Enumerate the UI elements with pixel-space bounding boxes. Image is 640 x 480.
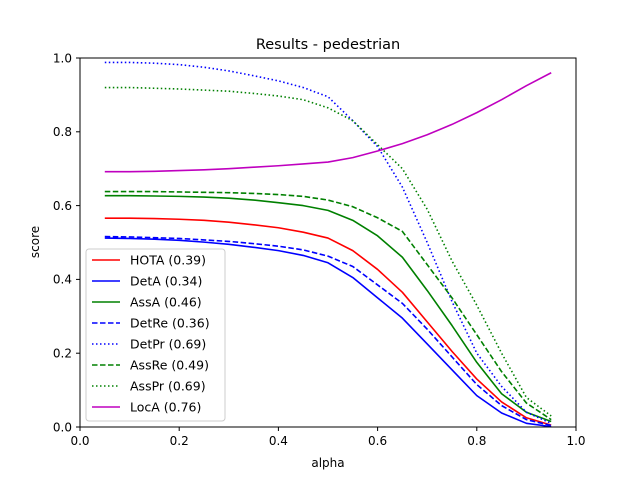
x-tick-label: 0.6 — [368, 434, 387, 448]
series-line-0 — [104, 217, 552, 426]
series-line-5 — [104, 190, 552, 421]
y-tick-label: 0.4 — [53, 273, 72, 287]
series-line-3 — [104, 235, 552, 427]
legend-box — [85, 248, 226, 422]
plot-area: 0.0 0.2 0.4 0.6 0.8 1.0 0.0 0.2 0.4 0.6 0.8 1.0 HOTA… — [53, 51, 586, 448]
legend-label-5: AssRe (0.49) — [130, 358, 209, 373]
legend-label-1: DetA (0.34) — [130, 274, 202, 289]
x-tick-label: 0.4 — [269, 434, 288, 448]
x-tick-label: 1.0 — [566, 434, 585, 448]
x-axis-label: alpha — [311, 456, 344, 470]
legend: HOTA (0.39) DetA (0.34) AssA (0.46) DetRe (… — [85, 248, 226, 422]
legend-label-2: AssA (0.46) — [130, 295, 202, 310]
y-tick-label: 1.0 — [53, 51, 72, 65]
legend-label-6: AssPr (0.69) — [130, 379, 206, 394]
legend-label-0: HOTA (0.39) — [130, 253, 206, 268]
x-tick-label: 0.2 — [170, 434, 189, 448]
series-line-7 — [104, 72, 552, 173]
y-tick-label: 0.2 — [53, 347, 72, 361]
y-tick-label: 0.6 — [53, 199, 72, 213]
series-line-1 — [104, 237, 552, 428]
chart-title: Results - pedestrian — [256, 37, 400, 53]
series-line-6 — [104, 86, 552, 417]
y-tick-label: 0.8 — [53, 125, 72, 139]
y-tick-label: 0.0 — [53, 420, 72, 434]
legend-label-3: DetRe (0.36) — [130, 316, 210, 331]
y-axis-label: score — [28, 226, 42, 258]
x-tick-label: 0.8 — [467, 434, 486, 448]
series-line-2 — [104, 194, 552, 423]
x-tick-label: 0.0 — [70, 434, 89, 448]
legend-label-7: LocA (0.76) — [130, 400, 201, 415]
axes-frame — [79, 57, 577, 428]
legend-label-4: DetPr (0.69) — [130, 337, 206, 352]
